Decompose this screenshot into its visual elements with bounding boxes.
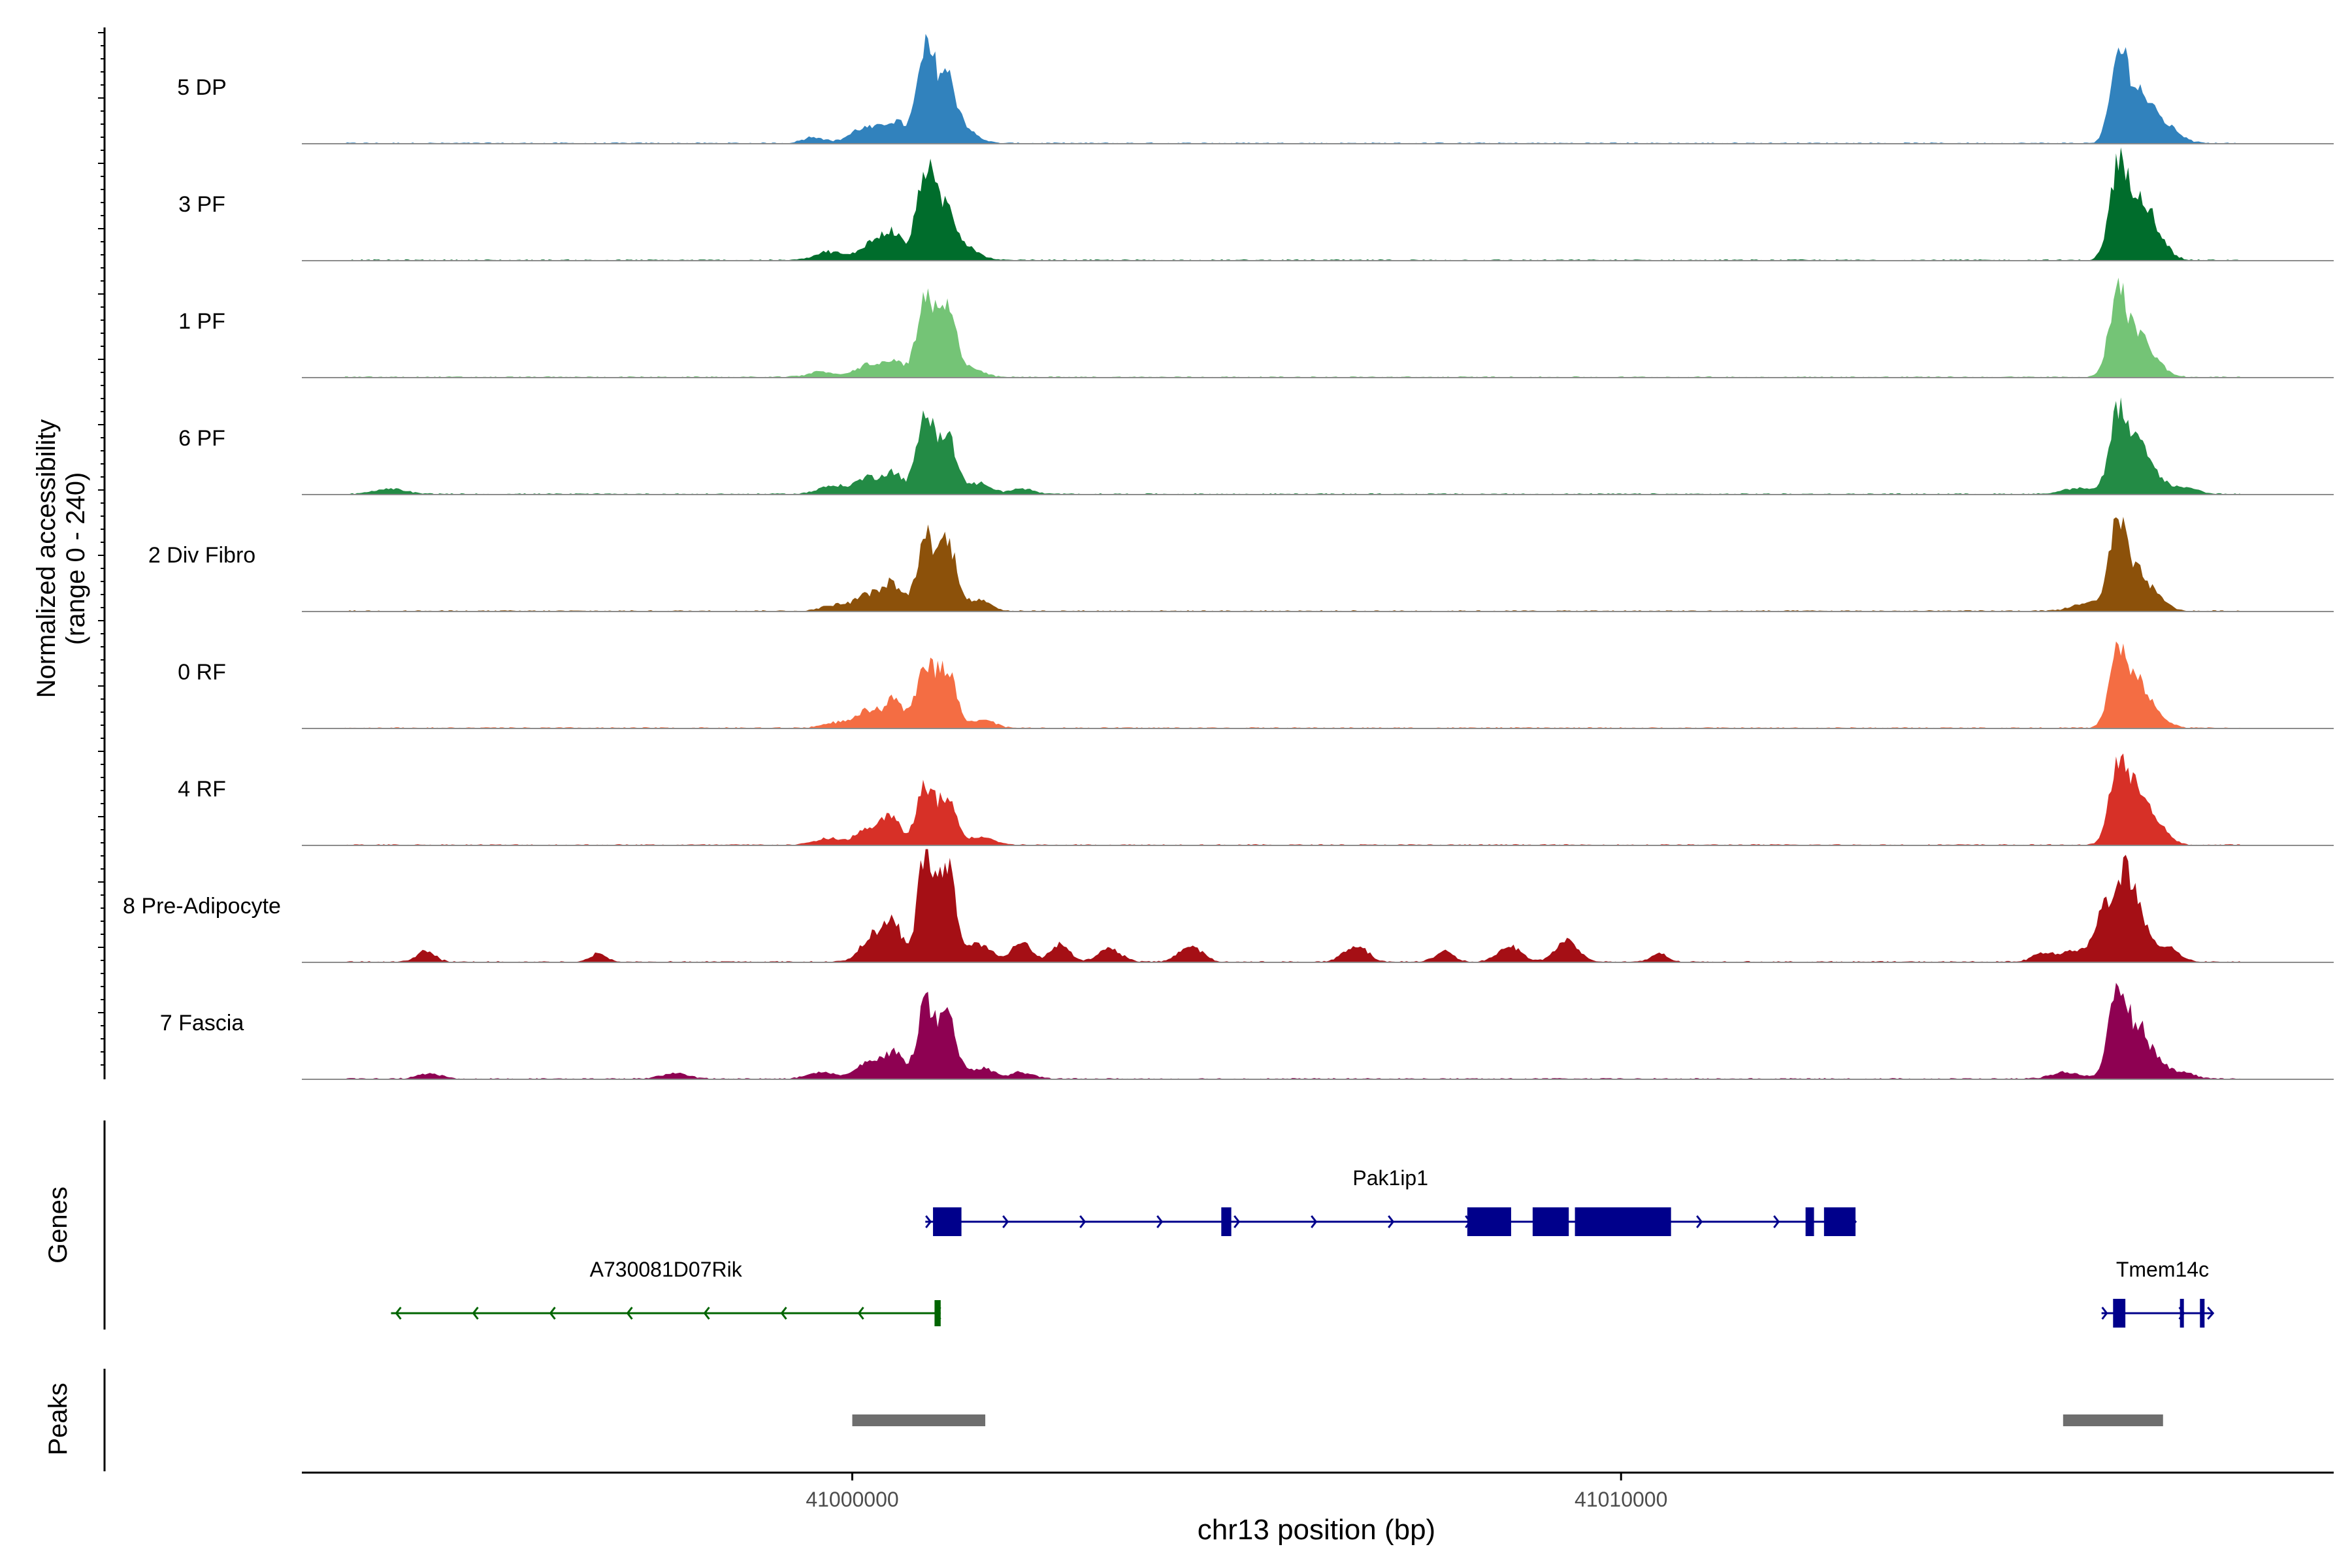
strand-chevron — [2101, 1307, 2108, 1320]
coverage-area — [344, 983, 2240, 1079]
x-axis-ticks: 41000000 41010000 — [806, 1473, 1667, 1511]
coverage-area — [344, 753, 2240, 845]
genes-track: Pak1ip1 A730081D07Rik Tmem14c — [391, 1166, 2215, 1328]
strand-chevron — [626, 1307, 633, 1320]
track-label: 4 RF — [178, 777, 226, 802]
track-label: 3 PF — [178, 192, 225, 217]
track-7-fascia: 7 Fascia — [160, 983, 2334, 1080]
strand-chevron — [2207, 1307, 2215, 1320]
peak-region — [2063, 1414, 2163, 1426]
strand-chevron — [1233, 1215, 1241, 1228]
gene-exon — [1575, 1207, 1671, 1236]
peaks-track-label: Peaks — [44, 1382, 73, 1455]
track-label: 7 Fascia — [160, 1011, 244, 1036]
gene-exon — [933, 1207, 962, 1236]
x-tick-label: 41000000 — [806, 1488, 898, 1511]
track-label: 1 PF — [178, 309, 225, 334]
coverage-area — [344, 33, 2240, 144]
strand-chevron — [1156, 1215, 1164, 1228]
strand-chevron — [780, 1307, 787, 1320]
track-8-pre-adipocyte: 8 Pre-Adipocyte — [123, 849, 2334, 963]
gene-label: Pak1ip1 — [1352, 1166, 1428, 1190]
gene-exon — [1532, 1207, 1569, 1236]
peaks-track — [852, 1414, 2163, 1426]
strand-chevron — [395, 1307, 402, 1320]
track-5-dp: 5 DP — [177, 33, 2334, 144]
strand-chevron — [1002, 1215, 1009, 1228]
gene-tmem14c: Tmem14c — [2101, 1258, 2215, 1328]
track-3-pf: 3 PF — [178, 147, 2334, 261]
track-6-pf: 6 PF — [178, 397, 2334, 495]
gene-exon — [2113, 1299, 2126, 1328]
track-1-pf: 1 PF — [178, 277, 2334, 378]
coverage-tracks: 5 DP 3 PF 1 PF 6 PF 2 Div Fibro 0 RF 4 RF 8 Pre… — [123, 33, 2334, 1080]
coverage-area — [344, 147, 2240, 261]
x-axis-title: chr13 position (bp) — [1198, 1514, 1435, 1546]
genes-track-label: Genes — [44, 1186, 73, 1264]
strand-chevron — [1079, 1215, 1086, 1228]
track-label: 0 RF — [178, 660, 226, 685]
strand-chevron — [703, 1307, 710, 1320]
gene-label: A730081D07Rik — [590, 1258, 743, 1281]
strand-chevron — [1773, 1215, 1780, 1228]
x-tick-label: 41010000 — [1575, 1488, 1667, 1511]
coverage-area — [344, 517, 2240, 612]
strand-chevron — [1311, 1215, 1318, 1228]
track-label: 2 Div Fibro — [148, 543, 255, 568]
gene-a730081d07rik: A730081D07Rik — [391, 1258, 941, 1326]
gene-exon — [2200, 1299, 2205, 1328]
gene-exon — [1805, 1207, 1814, 1236]
gene-exon — [1467, 1207, 1511, 1236]
strand-chevron — [857, 1307, 864, 1320]
track-label: 6 PF — [178, 426, 225, 451]
gene-exon — [934, 1300, 941, 1326]
gene-pak1ip1: Pak1ip1 — [925, 1166, 1857, 1236]
coverage-minor-ticks — [98, 32, 105, 1066]
coverage-area — [344, 277, 2240, 378]
track-label: 8 Pre-Adipocyte — [123, 894, 281, 919]
peak-region — [852, 1414, 986, 1426]
strand-chevron — [925, 1215, 932, 1228]
strand-chevron — [472, 1307, 479, 1320]
strand-chevron — [549, 1307, 556, 1320]
coverage-area — [344, 397, 2240, 495]
y-axis-label-line1: Normalized accessibility — [32, 419, 61, 698]
gene-exon — [1823, 1207, 1856, 1236]
track-0-rf: 0 RF — [178, 641, 2334, 729]
y-axis-label-line2: (range 0 - 240) — [61, 472, 90, 645]
track-label: 5 DP — [177, 75, 227, 100]
strand-chevron — [1388, 1215, 1395, 1228]
coverage-area — [344, 641, 2240, 728]
strand-chevron — [1696, 1215, 1703, 1228]
gene-label: Tmem14c — [2116, 1258, 2209, 1281]
track-4-rf: 4 RF — [178, 753, 2334, 846]
gene-exon — [2180, 1299, 2184, 1328]
gene-exon — [1221, 1207, 1232, 1236]
track-2-div-fibro: 2 Div Fibro — [148, 517, 2334, 612]
coverage-area — [344, 849, 2240, 962]
